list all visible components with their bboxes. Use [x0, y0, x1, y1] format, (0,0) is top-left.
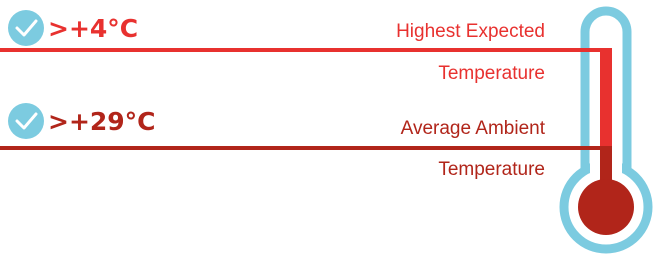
thermometer-column-high: [600, 50, 612, 150]
badge-text: >+29°C: [48, 107, 156, 136]
badge-text: >+4°C: [48, 14, 138, 43]
thermometer: [564, 11, 648, 249]
label-text: Highest Expected: [396, 21, 545, 42]
label-text: Average Ambient: [401, 118, 546, 139]
label-text: Temperature: [438, 63, 545, 84]
label-text: Temperature: [438, 159, 545, 180]
infographic: >+4°C Highest Expected Temperature >+29°…: [0, 0, 662, 258]
check-badge: [8, 10, 44, 46]
thermometer-bulb: [578, 179, 634, 235]
check-badge: [8, 103, 44, 139]
